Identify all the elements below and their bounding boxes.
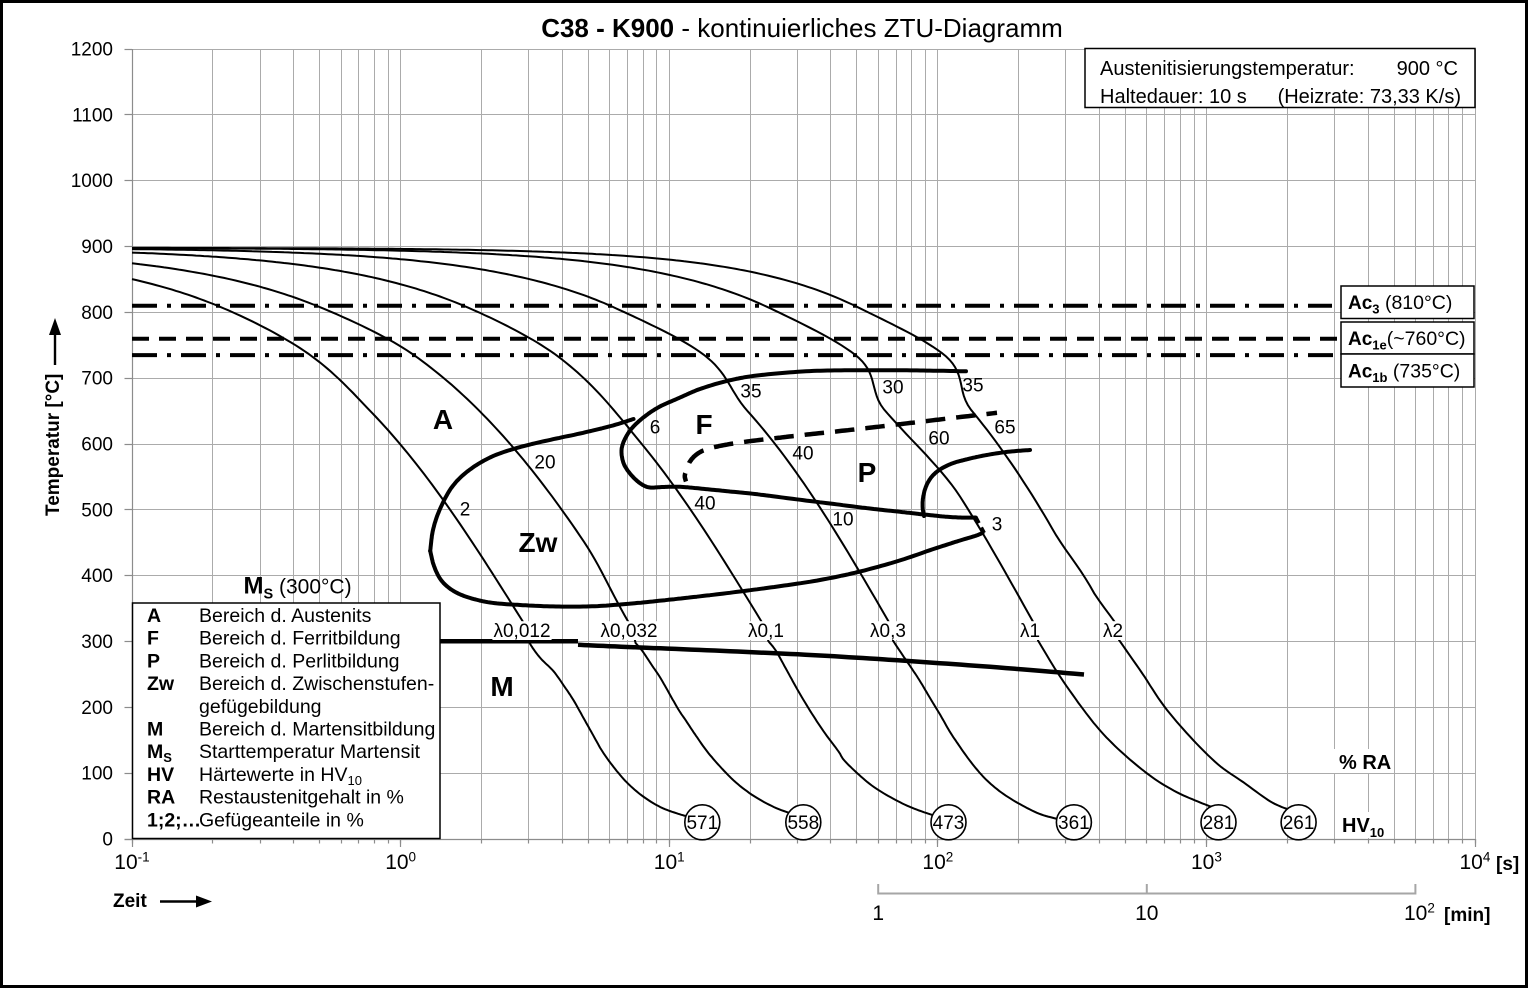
svg-text:Gefügeanteile in %: Gefügeanteile in % — [199, 809, 364, 831]
svg-text:0: 0 — [102, 830, 113, 851]
svg-text:600: 600 — [81, 435, 113, 456]
svg-text:10: 10 — [1135, 902, 1158, 925]
svg-text:λ2: λ2 — [1103, 621, 1123, 642]
svg-text:100: 100 — [385, 850, 416, 875]
svg-text:P: P — [147, 650, 160, 672]
svg-text:λ0,3: λ0,3 — [870, 621, 906, 642]
svg-text:35: 35 — [962, 376, 983, 397]
svg-text:800: 800 — [81, 303, 113, 324]
svg-text:104: 104 — [1460, 850, 1491, 875]
svg-text:300: 300 — [81, 632, 113, 653]
svg-text:Ac1e(~760°C): Ac1e(~760°C) — [1348, 328, 1466, 353]
svg-text:C38 - K900 - kontinuierliches: C38 - K900 - kontinuierliches ZTU-Diagra… — [541, 13, 1063, 43]
svg-text:3: 3 — [992, 515, 1003, 536]
svg-text:Restaustenitgehalt in %: Restaustenitgehalt in % — [199, 787, 404, 809]
svg-text:361: 361 — [1058, 813, 1090, 834]
svg-text:500: 500 — [81, 500, 113, 521]
svg-text:λ1: λ1 — [1020, 621, 1040, 642]
svg-text:1200: 1200 — [71, 40, 113, 61]
svg-text:6: 6 — [650, 418, 661, 439]
svg-text:Ac1b (735°C): Ac1b (735°C) — [1348, 361, 1460, 386]
svg-text:10: 10 — [832, 510, 853, 531]
svg-text:400: 400 — [81, 566, 113, 587]
svg-text:A: A — [147, 605, 161, 627]
svg-text:Starttemperatur Martensit: Starttemperatur Martensit — [199, 741, 421, 763]
svg-text:20: 20 — [534, 453, 555, 474]
svg-text:P: P — [858, 457, 877, 488]
svg-text:F: F — [147, 628, 159, 650]
svg-text:HV: HV — [147, 764, 174, 786]
svg-text:40: 40 — [792, 444, 813, 465]
svg-text:Zeit: Zeit — [113, 891, 147, 912]
svg-text:281: 281 — [1203, 813, 1235, 834]
svg-text:40: 40 — [694, 494, 715, 515]
svg-text:Härtewerte in HV10: Härtewerte in HV10 — [199, 764, 362, 788]
svg-text:% RA: % RA — [1339, 752, 1391, 774]
svg-text:200: 200 — [81, 698, 113, 719]
svg-text:35: 35 — [740, 382, 761, 403]
svg-text:Temperatur [°C]: Temperatur [°C] — [43, 374, 64, 516]
svg-text:1;2;…: 1;2;… — [147, 809, 201, 831]
svg-text:[min]: [min] — [1444, 905, 1490, 926]
svg-text:(Heizrate: 73,33 K/s): (Heizrate: 73,33 K/s) — [1278, 86, 1461, 108]
svg-text:Zw: Zw — [147, 673, 175, 695]
svg-text:Bereich d. Austenits: Bereich d. Austenits — [199, 605, 372, 627]
svg-text:λ0,1: λ0,1 — [748, 621, 784, 642]
svg-text:Bereich d. Martensitbildung: Bereich d. Martensitbildung — [199, 719, 435, 741]
svg-text:1: 1 — [872, 902, 884, 925]
svg-text:Haltedauer: 10 s: Haltedauer: 10 s — [1100, 86, 1247, 108]
svg-text:900 °C: 900 °C — [1397, 58, 1458, 80]
svg-text:λ0,032: λ0,032 — [600, 621, 657, 642]
svg-text:900: 900 — [81, 237, 113, 258]
svg-text:F: F — [695, 409, 712, 440]
svg-text:M: M — [147, 719, 163, 741]
svg-text:2: 2 — [460, 500, 471, 521]
svg-text:60: 60 — [928, 429, 949, 450]
svg-text:Bereich d. Perlitbildung: Bereich d. Perlitbildung — [199, 650, 400, 672]
svg-text:A: A — [433, 404, 453, 435]
svg-text:10-1: 10-1 — [114, 850, 149, 875]
svg-text:102: 102 — [922, 850, 953, 875]
svg-text:100: 100 — [81, 764, 113, 785]
svg-text:Bereich d. Ferritbildung: Bereich d. Ferritbildung — [199, 628, 401, 650]
svg-text:558: 558 — [787, 813, 819, 834]
svg-text:M: M — [490, 671, 513, 702]
svg-text:Zw: Zw — [519, 527, 558, 558]
svg-text:MS (300°C): MS (300°C) — [244, 573, 352, 603]
svg-text:473: 473 — [933, 813, 965, 834]
svg-text:261: 261 — [1283, 813, 1315, 834]
svg-text:1100: 1100 — [72, 105, 113, 126]
svg-text:103: 103 — [1191, 850, 1222, 875]
svg-text:101: 101 — [654, 850, 685, 875]
svg-text:65: 65 — [994, 418, 1015, 439]
svg-text:Bereich d. Zwischenstufen-: Bereich d. Zwischenstufen- — [199, 673, 434, 695]
svg-text:[s]: [s] — [1496, 854, 1519, 875]
svg-text:571: 571 — [686, 813, 718, 834]
svg-text:102: 102 — [1404, 901, 1435, 926]
svg-text:700: 700 — [81, 369, 113, 390]
svg-text:gefügebildung: gefügebildung — [199, 696, 322, 718]
svg-text:RA: RA — [147, 787, 175, 809]
svg-text:30: 30 — [882, 378, 903, 399]
svg-text:Ac3 (810°C): Ac3 (810°C) — [1348, 292, 1452, 317]
svg-text:λ0,012: λ0,012 — [493, 621, 550, 642]
svg-text:1000: 1000 — [71, 171, 113, 192]
svg-text:Austenitisierungstemperatur:: Austenitisierungstemperatur: — [1100, 58, 1355, 80]
